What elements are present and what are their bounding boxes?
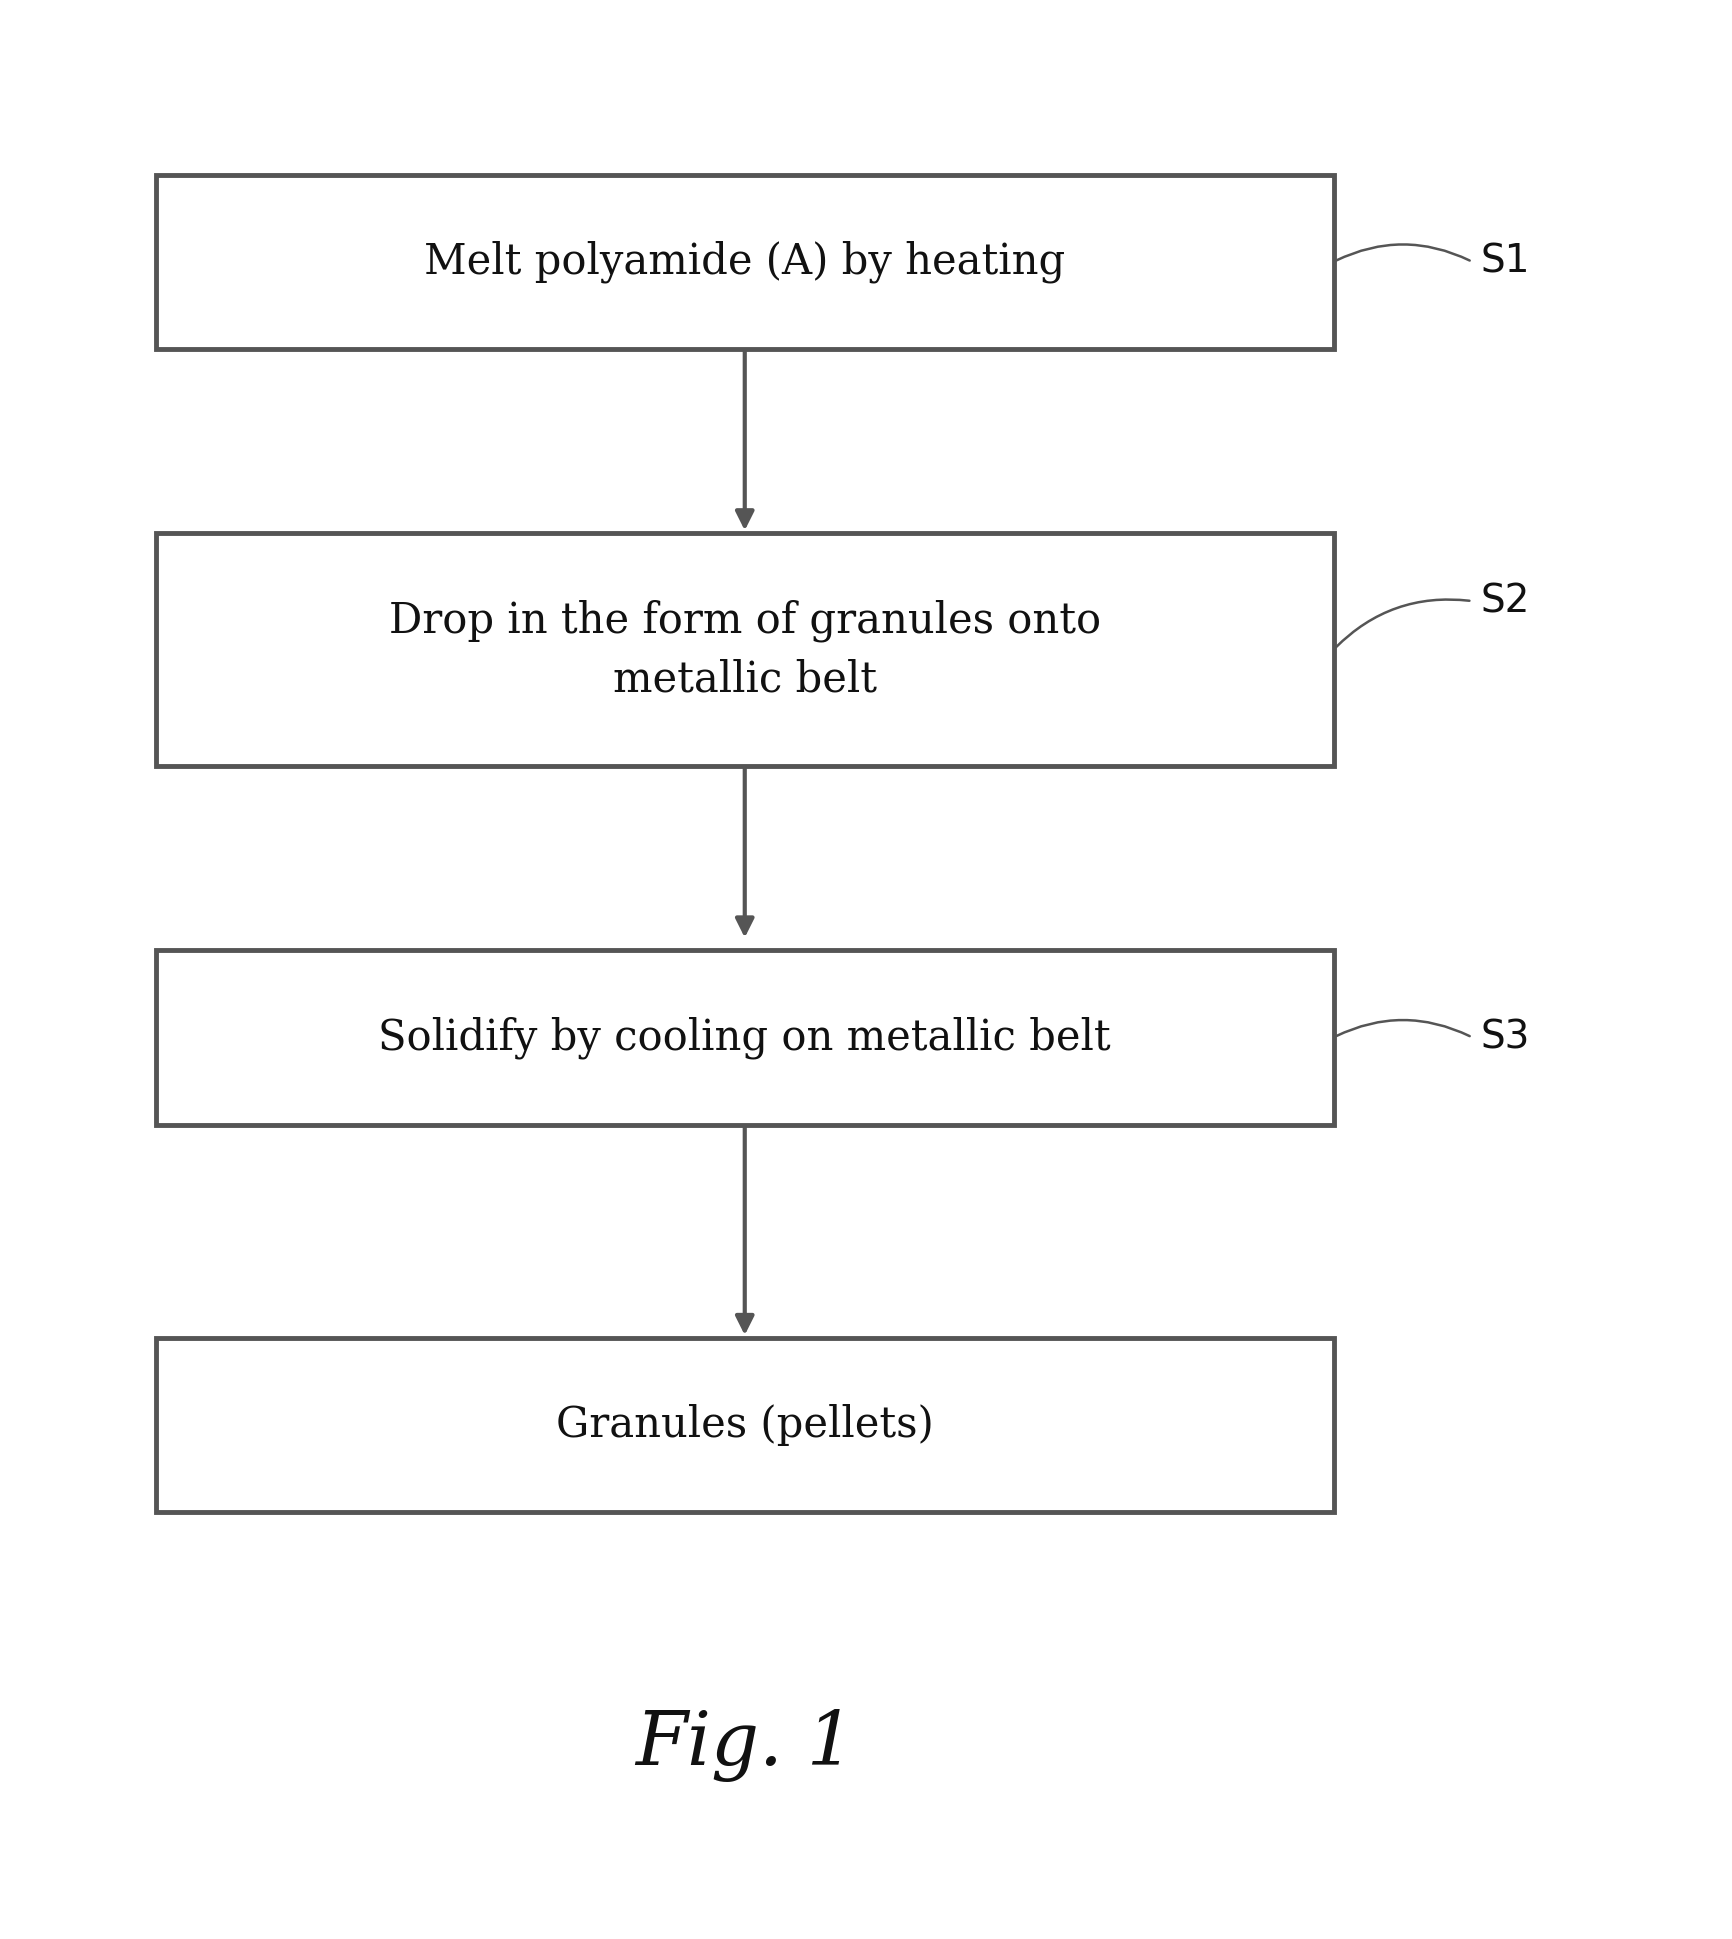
Text: S3: S3 (1481, 1018, 1531, 1057)
Text: Granules (pellets): Granules (pellets) (556, 1404, 934, 1446)
Bar (156, 175, 1334, 349)
Bar (156, 950, 1334, 1125)
Bar (156, 1338, 1334, 1512)
Text: S1: S1 (1481, 242, 1531, 281)
Text: Solidify by cooling on metallic belt: Solidify by cooling on metallic belt (379, 1016, 1110, 1059)
Text: S2: S2 (1481, 582, 1531, 620)
Text: Drop in the form of granules onto
metallic belt: Drop in the form of granules onto metall… (388, 599, 1102, 700)
Text: Melt polyamide (A) by heating: Melt polyamide (A) by heating (424, 240, 1065, 283)
Text: Fig. 1: Fig. 1 (636, 1708, 854, 1782)
Bar (156, 533, 1334, 766)
